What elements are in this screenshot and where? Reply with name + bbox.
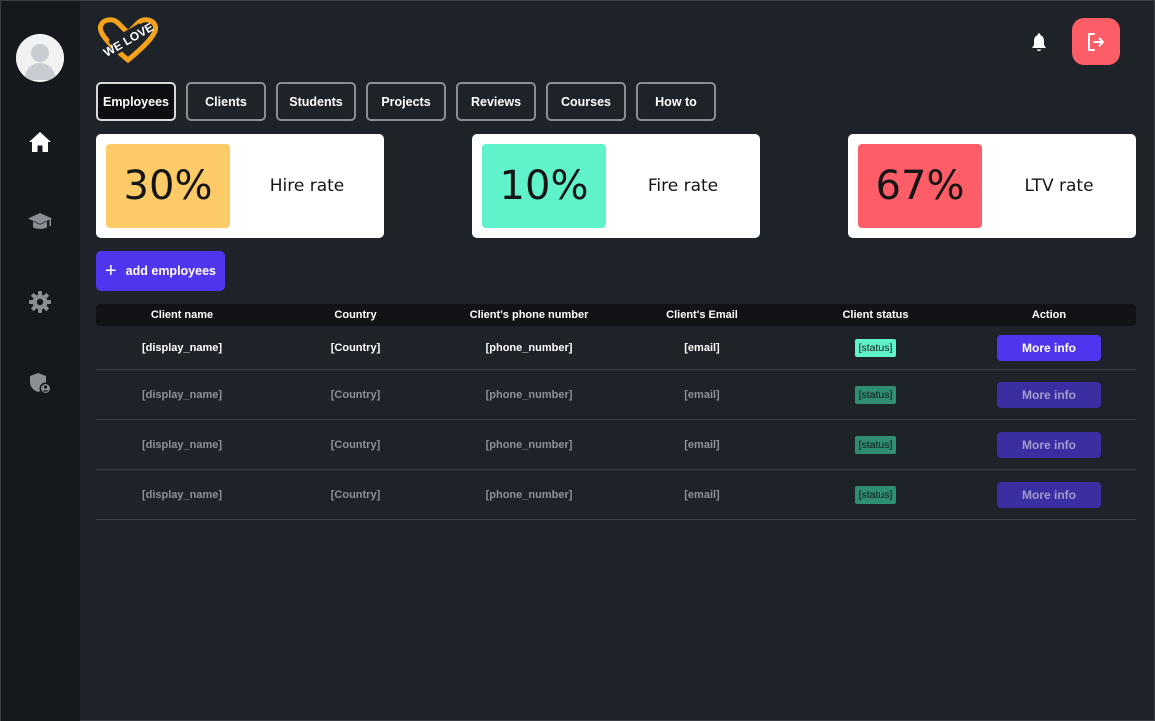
stat-value: 30% [106,144,230,228]
cell-phone: [phone_number] [485,488,573,501]
cell-name: [display_name] [141,388,223,401]
table-row: [display_name] [Country] [phone_number] … [96,370,1136,420]
cell-phone: [phone_number] [485,438,573,451]
stat-label: LTV rate [1024,176,1094,196]
stat-card-fire-rate: 10% Fire rate [472,134,760,238]
more-info-button[interactable]: More info [997,431,1101,458]
sidebar-item-admin[interactable] [26,369,54,397]
cell-email: [email] [684,341,720,354]
table-row: [display_name] [Country] [phone_number] … [96,420,1136,470]
cell-status: [status] [789,385,962,404]
cell-action: More info [962,431,1136,458]
more-info-button[interactable]: More info [997,334,1101,361]
sidebar-item-home[interactable] [26,128,54,156]
user-silhouette-icon [16,34,64,82]
clients-table: Client name Country Client's phone numbe… [96,304,1136,520]
cell-email: [email] [684,388,720,401]
tab-courses[interactable]: Courses [546,82,626,121]
status-badge: [status] [854,485,897,504]
home-icon [29,132,51,152]
bell-icon [1032,33,1046,51]
logout-button[interactable] [1072,18,1120,65]
cell-action: More info [962,381,1136,408]
add-employees-button[interactable]: + add employees [96,251,225,291]
stat-value: 67% [858,144,982,228]
cell-name: [display_name] [141,341,223,354]
notifications-button[interactable] [1028,32,1050,54]
column-header[interactable]: Client's phone number [469,309,589,321]
cell-status: [status] [789,435,962,454]
sidebar [1,1,80,721]
cell-action: More info [962,334,1136,361]
table-row: [display_name] [Country] [phone_number] … [96,470,1136,520]
stat-card-ltv-rate: 67% LTV rate [848,134,1136,238]
more-info-button[interactable]: More info [997,481,1101,508]
cell-status: [status] [789,338,962,357]
cell-email: [email] [684,488,720,501]
cell-country: [Country] [330,341,381,354]
add-employees-label: add employees [125,264,216,278]
tab-clients[interactable]: Clients [186,82,266,121]
graduation-cap-icon [28,213,52,229]
stat-label: Hire rate [269,176,345,196]
plus-icon: + [104,260,117,282]
cell-name: [display_name] [141,488,223,501]
tab-reviews[interactable]: Reviews [456,82,536,121]
cell-country: [Country] [330,438,381,451]
tab-projects[interactable]: Projects [366,82,446,121]
cell-name: [display_name] [141,438,223,451]
table-row: [display_name] [Country] [phone_number] … [96,326,1136,370]
status-badge: [status] [854,338,897,357]
stat-label: Fire rate [647,176,719,196]
tab-students[interactable]: Students [276,82,356,121]
stat-card-hire-rate: 30% Hire rate [96,134,384,238]
column-header[interactable]: Client name [150,309,214,321]
tab-how-to[interactable]: How to [636,82,716,121]
cell-country: [Country] [330,388,381,401]
status-badge: [status] [854,385,897,404]
column-header[interactable]: Client's Email [666,309,738,321]
cell-status: [status] [789,485,962,504]
stat-value: 10% [482,144,606,228]
column-header[interactable]: Client status [842,309,909,321]
cell-phone: [phone_number] [485,341,573,354]
cell-phone: [phone_number] [485,388,573,401]
cell-action: More info [962,481,1136,508]
cell-country: [Country] [330,488,381,501]
logout-icon [1088,32,1104,51]
more-info-button[interactable]: More info [997,381,1101,408]
sidebar-item-settings[interactable] [26,288,54,316]
column-header[interactable]: Action [1031,309,1067,321]
tab-employees[interactable]: Employees [96,82,176,121]
gear-icon [29,291,51,313]
tab-bar: Employees Clients Students Projects Revi… [96,82,726,121]
column-header[interactable]: Country [334,309,377,321]
logo: WE LOVE [97,17,159,64]
table-header: Client name Country Client's phone numbe… [96,304,1136,326]
avatar[interactable] [16,34,64,82]
status-badge: [status] [854,435,897,454]
heart-logo-icon: WE LOVE [97,17,159,64]
sidebar-item-courses[interactable] [26,208,54,236]
cell-email: [email] [684,438,720,451]
shield-user-icon [30,373,52,395]
